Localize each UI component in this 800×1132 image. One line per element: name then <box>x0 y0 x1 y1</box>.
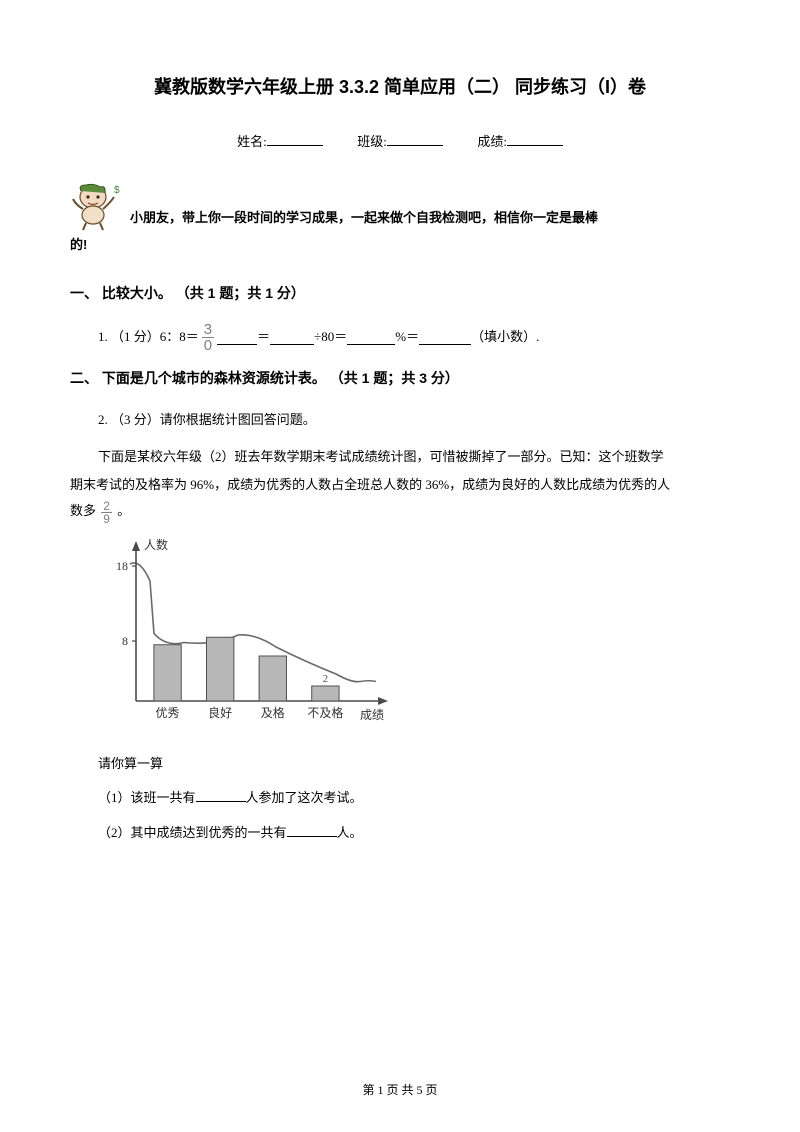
svg-text:不及格: 不及格 <box>307 705 343 720</box>
svg-text:$: $ <box>114 185 120 196</box>
svg-text:8: 8 <box>122 634 128 648</box>
svg-text:人数: 人数 <box>144 537 168 552</box>
score-chart: 8 18 人数成绩 优秀 良好 及格 不及格 2 <box>98 531 730 740</box>
fraction-2-9: 2 9 <box>101 500 112 525</box>
question-1: 1. （1 分）6：8＝ 3 0 ＝ ÷80＝ %＝ （填小数）. <box>98 322 730 353</box>
page-footer: 第 1 页 共 5 页 <box>0 1079 800 1102</box>
svg-text:2: 2 <box>323 673 329 685</box>
q1-div80: ÷80＝ <box>314 325 347 350</box>
student-form: 姓名: 班级: 成绩: <box>70 130 730 155</box>
name-blank[interactable] <box>267 131 323 146</box>
score-blank[interactable] <box>507 131 563 146</box>
page-title: 冀教版数学六年级上册 3.3.2 简单应用（二） 同步练习（I）卷 <box>70 70 730 104</box>
svg-text:成绩: 成绩 <box>360 708 384 722</box>
svg-text:18: 18 <box>116 559 128 573</box>
subquestion-2: （2）其中成绩达到优秀的一共有人。 <box>98 821 730 846</box>
mascot-icon: $ <box>70 179 122 231</box>
svg-text:优秀: 优秀 <box>156 706 180 720</box>
class-blank[interactable] <box>387 131 443 146</box>
q1-eq1: ＝ <box>257 325 270 350</box>
q1-tail: （填小数）. <box>471 325 539 350</box>
q2-para-line3b: 。 <box>117 503 130 518</box>
q1-blank1[interactable] <box>217 330 257 345</box>
intro-line1: 小朋友，带上你一段时间的学习成果，一起来做个自我检测吧，相信你一定是最棒 <box>130 206 598 231</box>
class-label: 班级: <box>357 134 387 149</box>
calc-label: 请你算一算 <box>98 752 730 777</box>
section2-heading: 二、 下面是几个城市的森林资源统计表。 （共 1 题；共 3 分） <box>70 365 730 392</box>
q1-blank3[interactable] <box>347 330 395 345</box>
q1-blank2[interactable] <box>270 330 314 345</box>
sub2-blank[interactable] <box>287 822 337 837</box>
q2-para-line1: 下面是某校六年级（2）班去年数学期末考试成绩统计图，可惜被撕掉了一部分。已知：这… <box>70 444 730 470</box>
question-2-head: 2. （3 分）请你根据统计图回答问题。 <box>98 408 730 433</box>
section1-heading: 一、 比较大小。 （共 1 题；共 1 分） <box>70 280 730 307</box>
subquestion-1: （1）该班一共有人参加了这次考试。 <box>98 786 730 811</box>
q2-para-line2: 期末考试的及格率为 96%，成绩为优秀的人数占全班总人数的 36%，成绩为良好的… <box>70 477 670 492</box>
q1-blank4[interactable] <box>419 330 471 345</box>
name-label: 姓名: <box>237 134 267 149</box>
score-label: 成绩: <box>477 134 507 149</box>
q1-percent: %＝ <box>395 325 419 350</box>
intro-line2: 的! <box>70 233 730 258</box>
q2-para-line3a: 数多 <box>70 503 96 518</box>
fraction-3-0: 3 0 <box>202 322 214 353</box>
sub1-blank[interactable] <box>196 787 246 802</box>
svg-text:及格: 及格 <box>261 705 285 720</box>
q1-prefix: 1. （1 分）6：8＝ <box>98 325 199 350</box>
svg-text:良好: 良好 <box>208 705 232 720</box>
